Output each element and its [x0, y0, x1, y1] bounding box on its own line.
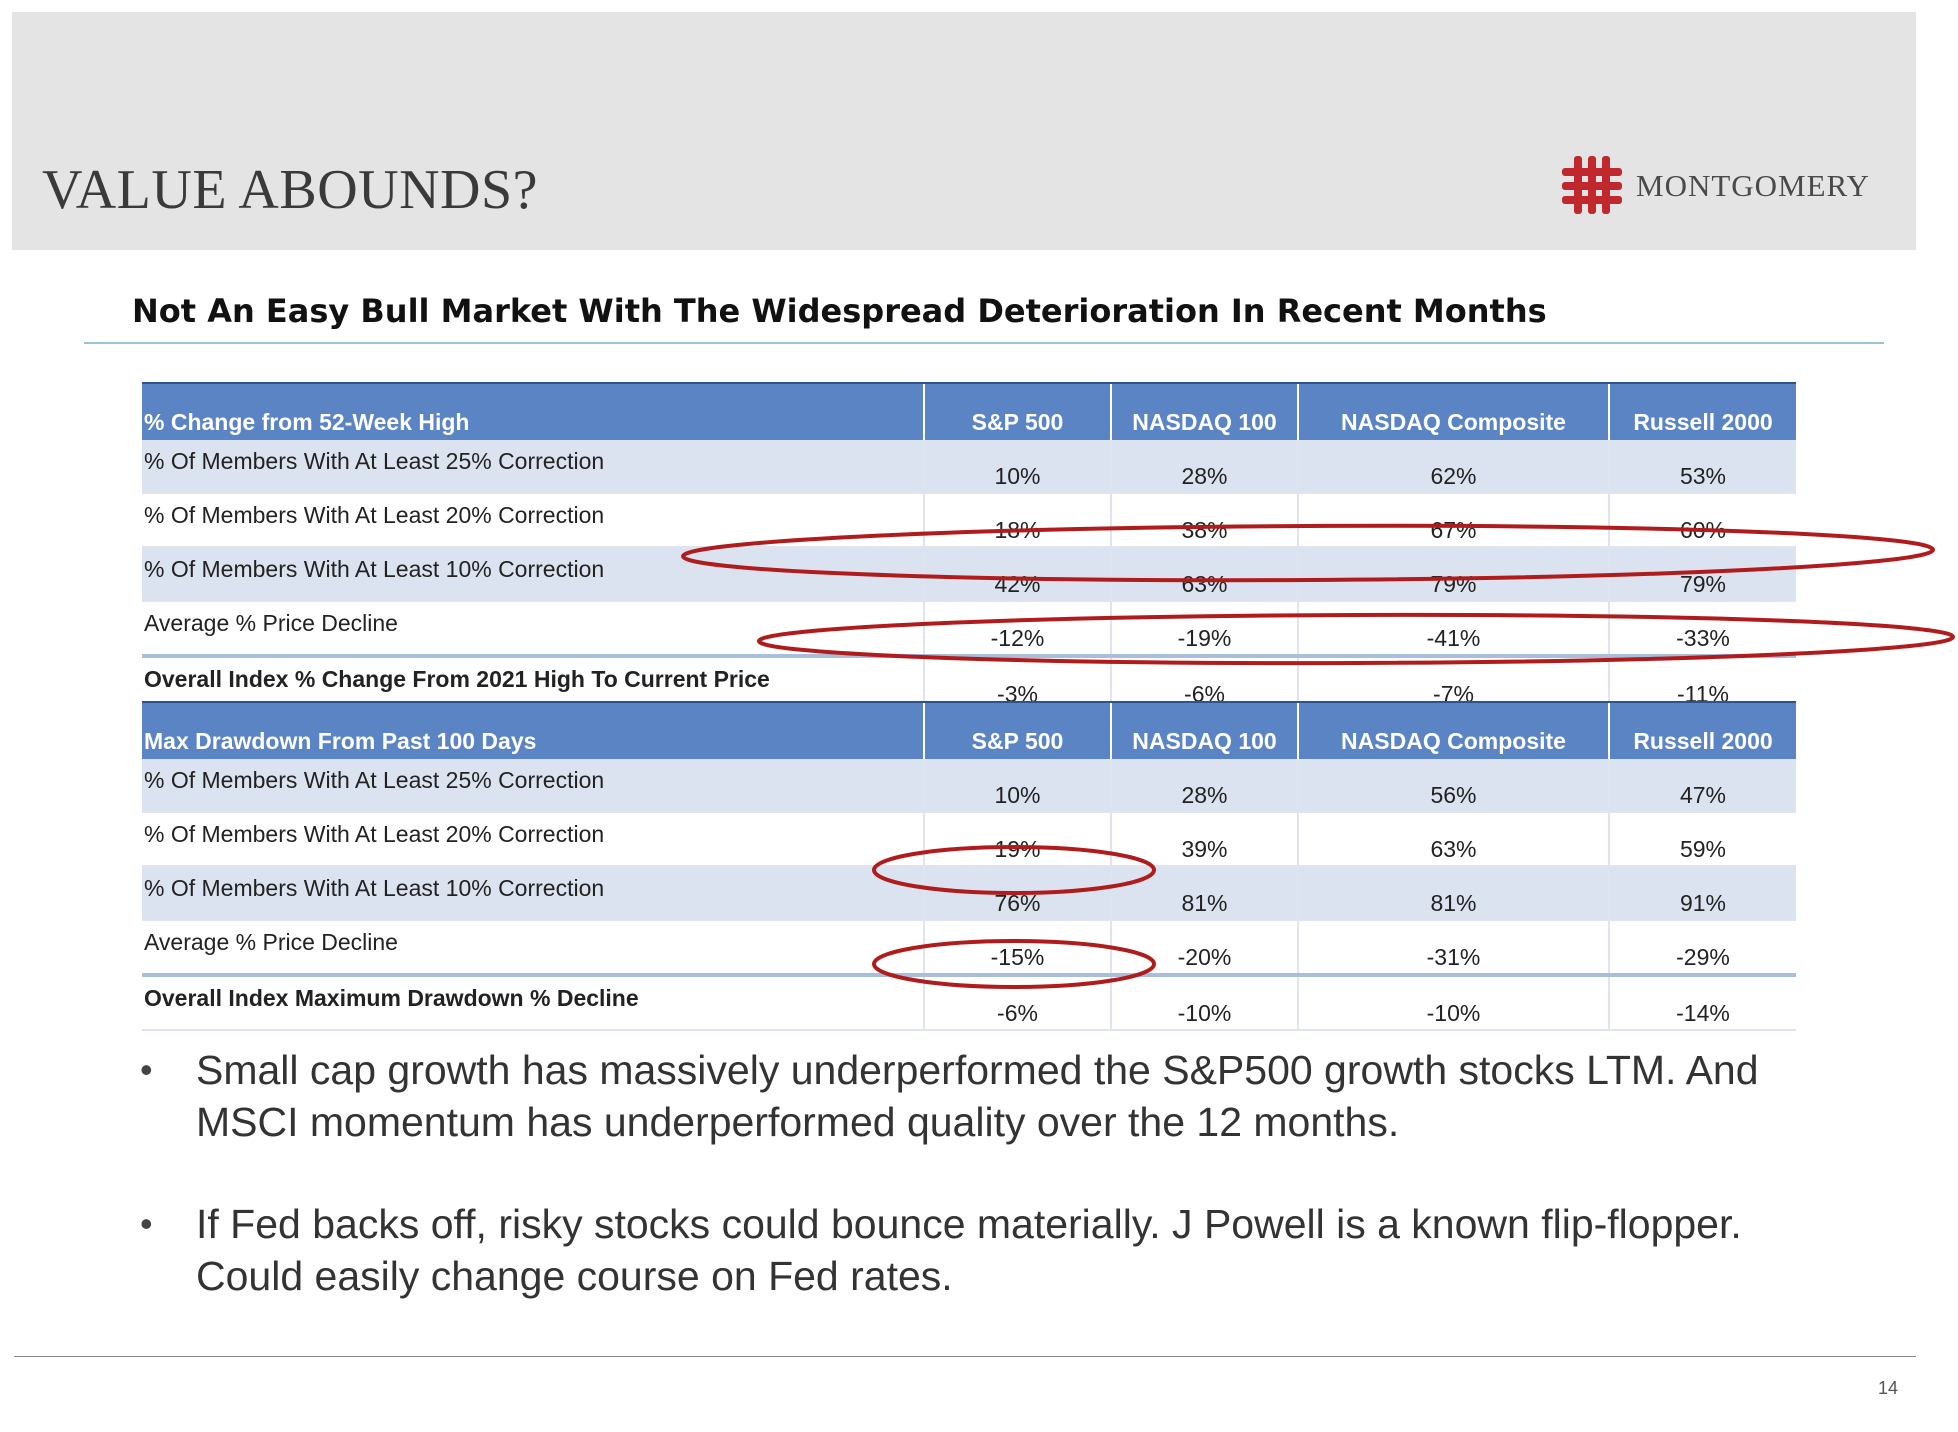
table-cell: 81%	[1110, 866, 1298, 921]
table-header-cell: S&P 500	[923, 701, 1111, 759]
table-cell: 67%	[1297, 493, 1609, 548]
table-cell: -12%	[923, 601, 1111, 657]
table-cell: 91%	[1608, 866, 1796, 921]
table-cell: 19%	[923, 812, 1111, 867]
montgomery-logo-icon	[1562, 156, 1622, 214]
bullet-list: • Small cap growth has massively underpe…	[140, 1044, 1840, 1352]
footer-divider	[14, 1356, 1916, 1357]
table-header-cell: Russell 2000	[1608, 701, 1796, 759]
bullet-text: Small cap growth has massively underperf…	[196, 1047, 1759, 1145]
table-52-week-high: % Change from 52-Week High S&P 500 NASDA…	[142, 382, 1796, 712]
table-cell: 10%	[923, 759, 1111, 813]
table-header-cell: Russell 2000	[1608, 382, 1796, 440]
table-cell: -29%	[1608, 920, 1796, 976]
row-label: Average % Price Decline	[142, 920, 924, 976]
table-header-cell: NASDAQ Composite	[1297, 382, 1609, 440]
table-header-row: Max Drawdown From Past 100 Days S&P 500 …	[142, 701, 1796, 759]
table-cell: 60%	[1608, 493, 1796, 548]
table-cell: -14%	[1608, 973, 1796, 1031]
table-cell: 59%	[1608, 812, 1796, 867]
row-label: % Of Members With At Least 25% Correctio…	[142, 440, 924, 494]
table-row-total: Overall Index Maximum Drawdown % Decline…	[142, 973, 1796, 1031]
table-cell: 62%	[1297, 440, 1609, 494]
table-cell: -20%	[1110, 920, 1298, 976]
subtitle: Not An Easy Bull Market With The Widespr…	[132, 292, 1547, 330]
table-cell: -15%	[923, 920, 1111, 976]
table-cell: -19%	[1110, 601, 1298, 657]
table-cell: 47%	[1608, 759, 1796, 813]
row-label: % Of Members With At Least 20% Correctio…	[142, 812, 924, 867]
table-cell: 63%	[1110, 547, 1298, 602]
table-cell: 18%	[923, 493, 1111, 548]
row-label: % Of Members With At Least 20% Correctio…	[142, 493, 924, 548]
table-header-cell: NASDAQ 100	[1110, 382, 1298, 440]
subtitle-divider	[84, 342, 1884, 344]
table-header-cell: NASDAQ Composite	[1297, 701, 1609, 759]
table-cell: 56%	[1297, 759, 1609, 813]
table-cell: -6%	[923, 973, 1111, 1031]
table-cell: 63%	[1297, 812, 1609, 867]
table-cell: -10%	[1110, 973, 1298, 1031]
header-band	[12, 12, 1916, 250]
table-cell: -41%	[1297, 601, 1609, 657]
table-cell: 76%	[923, 866, 1111, 921]
table-cell: -31%	[1297, 920, 1609, 976]
table-cell: 79%	[1608, 547, 1796, 602]
row-label: % Of Members With At Least 10% Correctio…	[142, 547, 924, 602]
table-header-row: % Change from 52-Week High S&P 500 NASDA…	[142, 382, 1796, 440]
table-cell: 53%	[1608, 440, 1796, 494]
table-cell: 38%	[1110, 493, 1298, 548]
row-label: Overall Index Maximum Drawdown % Decline	[142, 973, 924, 1031]
row-label: % Of Members With At Least 25% Correctio…	[142, 759, 924, 813]
table-cell: 79%	[1297, 547, 1609, 602]
bullet-item: • If Fed backs off, risky stocks could b…	[140, 1198, 1840, 1302]
table-row: % Of Members With At Least 20% Correctio…	[142, 812, 1796, 867]
table-cell: -10%	[1297, 973, 1609, 1031]
table-cell: 10%	[923, 440, 1111, 494]
slide-title: VALUE ABOUNDS?	[42, 159, 538, 221]
bullet-text: If Fed backs off, risky stocks could bou…	[196, 1201, 1742, 1299]
logo-text: MONTGOMERY	[1636, 168, 1870, 203]
table-row: % Of Members With At Least 10% Correctio…	[142, 547, 1796, 602]
table-cell: -33%	[1608, 601, 1796, 657]
table-cell: 42%	[923, 547, 1111, 602]
table-row: % Of Members With At Least 20% Correctio…	[142, 493, 1796, 548]
table-row: % Of Members With At Least 25% Correctio…	[142, 440, 1796, 494]
table-row: Average % Price Decline -15% -20% -31% -…	[142, 920, 1796, 976]
table-max-drawdown: Max Drawdown From Past 100 Days S&P 500 …	[142, 701, 1796, 1031]
table-cell: 28%	[1110, 759, 1298, 813]
table-row: Average % Price Decline -12% -19% -41% -…	[142, 601, 1796, 657]
bullet-icon: •	[140, 1049, 153, 1090]
table-header-cell: Max Drawdown From Past 100 Days	[142, 701, 924, 759]
table-header-cell: NASDAQ 100	[1110, 701, 1298, 759]
table-header-cell: % Change from 52-Week High	[142, 382, 924, 440]
table-cell: 39%	[1110, 812, 1298, 867]
table-row: % Of Members With At Least 10% Correctio…	[142, 866, 1796, 921]
table-row: % Of Members With At Least 25% Correctio…	[142, 759, 1796, 813]
page-number: 14	[1877, 1378, 1898, 1398]
table-cell: 28%	[1110, 440, 1298, 494]
table-header-cell: S&P 500	[923, 382, 1111, 440]
row-label: % Of Members With At Least 10% Correctio…	[142, 866, 924, 921]
table-cell: 81%	[1297, 866, 1609, 921]
bullet-icon: •	[140, 1203, 153, 1244]
row-label: Average % Price Decline	[142, 601, 924, 657]
bullet-item: • Small cap growth has massively underpe…	[140, 1044, 1840, 1148]
